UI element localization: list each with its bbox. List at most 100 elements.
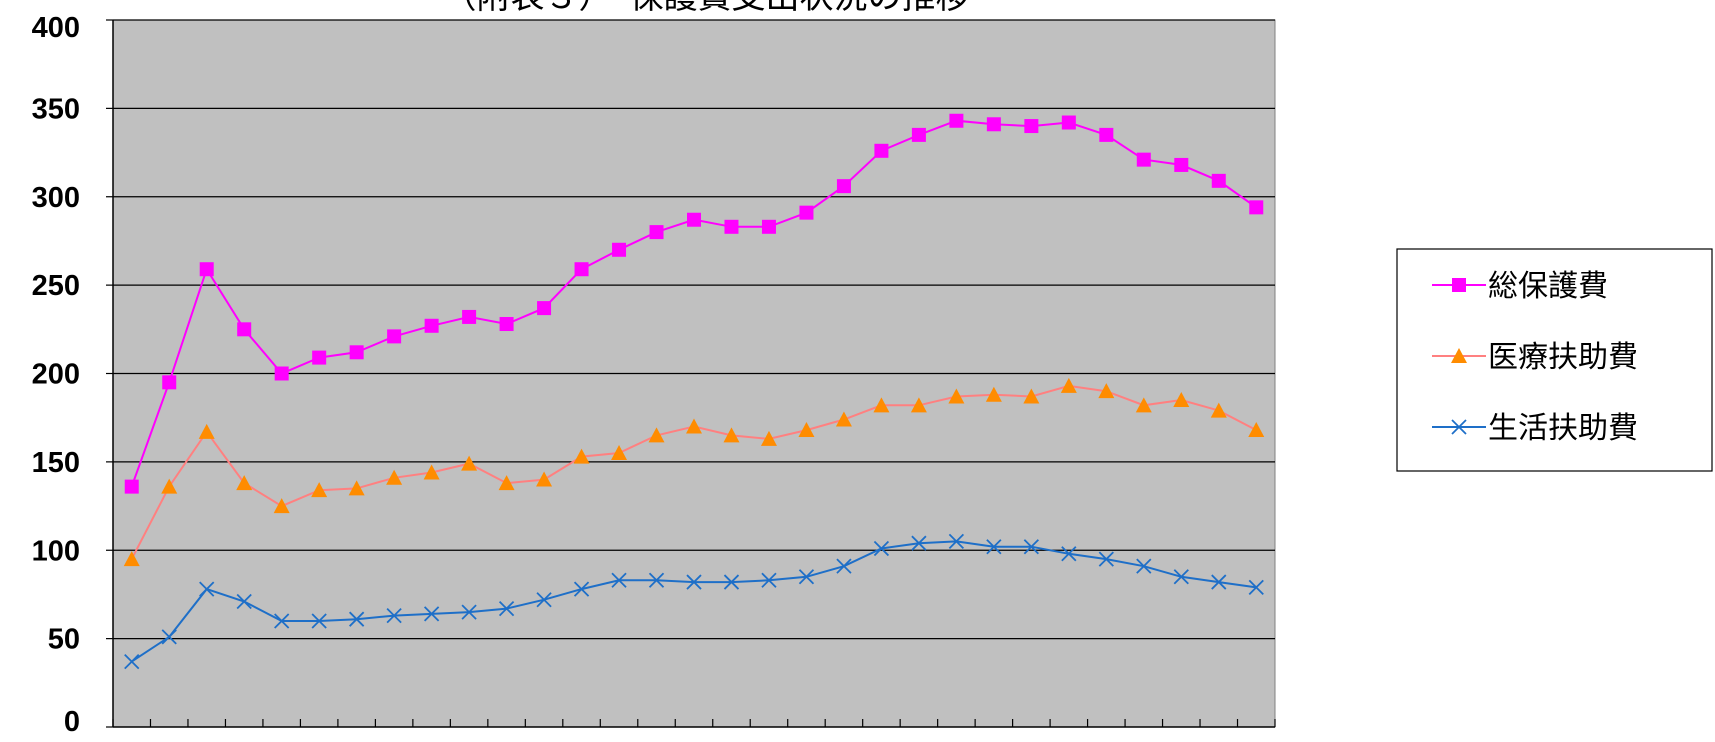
series-1-point-2 <box>162 375 177 390</box>
series-1-point-14 <box>612 242 627 257</box>
series-3-point-20 <box>836 558 852 574</box>
legend-label-1: 総保護費 <box>1488 269 1608 304</box>
series-3-point-28-stroke-b <box>1136 558 1152 574</box>
series-1-point-9 <box>424 318 439 333</box>
series-1-point-22 <box>911 127 926 142</box>
series-3-point-14-stroke-b <box>611 572 627 588</box>
gridlines <box>113 19 1275 640</box>
legend-label-2: 医療扶助費 <box>1488 340 1638 375</box>
series-2-point-2 <box>161 478 178 494</box>
series-1-point-17 <box>724 219 739 234</box>
series-3-point-5-stroke-b <box>274 613 290 629</box>
series-3-point-17 <box>723 574 740 590</box>
series-3-point-10 <box>461 604 477 620</box>
legend-marker-1 <box>1452 278 1466 292</box>
series-3-point-1 <box>124 653 140 670</box>
series-3-point-4 <box>236 593 252 610</box>
series-3-point-24-stroke-b <box>986 539 1002 555</box>
series-2-point-9 <box>423 464 440 480</box>
series-3-point-24 <box>986 539 1002 555</box>
series-1-point-3 <box>199 262 214 277</box>
series-3-point-11 <box>498 600 515 617</box>
series-2-point-8 <box>386 469 403 485</box>
series-3-point-28 <box>1136 558 1152 574</box>
series-1-point-5 <box>274 366 289 381</box>
legend-marker-3 <box>1451 419 1467 435</box>
series-2-point-27 <box>1098 383 1115 399</box>
series-2-point-22 <box>910 397 927 413</box>
series-1 <box>124 113 1264 494</box>
y-tick-label-0: 0 <box>64 706 80 738</box>
series-3-point-3-stroke-b <box>199 581 215 597</box>
series-3 <box>124 533 1264 670</box>
series-3-point-31-stroke-b <box>1248 579 1264 596</box>
series-3-point-7 <box>349 611 365 627</box>
legend-label-3: 生活扶助費 <box>1488 411 1638 446</box>
series-2-point-24 <box>985 386 1002 402</box>
series-1-point-7 <box>349 345 364 360</box>
series-3-point-27-stroke-b <box>1098 551 1114 567</box>
series-3-point-29-stroke-b <box>1173 569 1189 585</box>
series-2-point-21 <box>873 397 890 413</box>
series-2-point-30 <box>1210 402 1227 418</box>
series-3-point-8-stroke-b <box>386 608 402 624</box>
series-3-point-16 <box>686 574 702 590</box>
series-1-point-1 <box>124 479 139 494</box>
series-3-point-26-stroke-b <box>1061 546 1077 562</box>
chart-title-group: （附表３） 保護費支出状況の推移 <box>443 0 970 17</box>
series-3-point-23 <box>948 533 965 550</box>
series-3-point-21-stroke-b <box>873 540 890 557</box>
y-axis-tick-labels: 0 50 100 150 200 250 300 350 400 <box>32 12 80 738</box>
series-2-point-13 <box>573 448 590 464</box>
series-3-point-25-stroke-b <box>1023 539 1039 555</box>
series-3-point-13-stroke-b <box>573 581 590 597</box>
series-1-point-21 <box>874 143 889 158</box>
series-2-point-5 <box>273 498 290 514</box>
series-3-point-26 <box>1061 546 1077 562</box>
series-1-point-29 <box>1174 157 1189 172</box>
series-3-point-22 <box>911 535 927 551</box>
series-3-point-22-stroke-b <box>911 535 927 551</box>
series-1-point-6 <box>312 350 327 365</box>
series-3-point-12 <box>536 592 552 608</box>
series-2-point-4 <box>236 475 253 491</box>
series-layer <box>123 113 1265 670</box>
series-2-point-12 <box>536 471 553 487</box>
series-3-point-31 <box>1248 579 1264 596</box>
series-1-point-18 <box>761 219 776 234</box>
series-3-point-13 <box>573 581 590 597</box>
series-1-point-11 <box>499 317 514 332</box>
y-tick-label-300: 300 <box>32 182 80 214</box>
series-3-point-6-stroke-b <box>311 613 327 629</box>
series-3-point-21 <box>873 540 890 557</box>
series-1-point-8 <box>387 329 402 344</box>
series-1-point-31 <box>1249 200 1264 215</box>
series-3-point-3 <box>199 581 215 597</box>
series-2-point-17 <box>723 427 740 443</box>
series-2-point-10 <box>461 455 478 471</box>
y-tick-label-350: 350 <box>32 93 80 125</box>
series-1-point-13 <box>574 262 589 277</box>
series-3-point-7-stroke-b <box>349 611 365 627</box>
chart-title: （附表３） 保護費支出状況の推移 <box>443 0 970 17</box>
series-2-point-28 <box>1135 397 1152 413</box>
series-2-point-26 <box>1060 377 1077 393</box>
series-2-point-6 <box>311 482 328 498</box>
series-3-point-2-stroke-b <box>161 629 177 645</box>
series-2-point-18 <box>760 430 777 446</box>
series-3-point-18 <box>761 572 777 588</box>
series-1-point-24 <box>986 117 1001 132</box>
series-3-point-4-stroke-b <box>236 593 252 610</box>
axes <box>106 19 1276 728</box>
series-3-point-30-stroke-b <box>1211 574 1227 590</box>
series-2-point-1 <box>123 551 140 567</box>
series-2-point-11 <box>498 475 515 491</box>
series-3-point-20-stroke-b <box>836 558 852 574</box>
series-3-point-23-stroke-b <box>948 533 965 550</box>
series-2-point-15 <box>648 427 665 443</box>
series-3-point-9-stroke-b <box>423 606 440 622</box>
series-2-point-20 <box>835 411 852 427</box>
y-tick-label-250: 250 <box>32 270 80 302</box>
series-2-point-16 <box>686 418 702 434</box>
